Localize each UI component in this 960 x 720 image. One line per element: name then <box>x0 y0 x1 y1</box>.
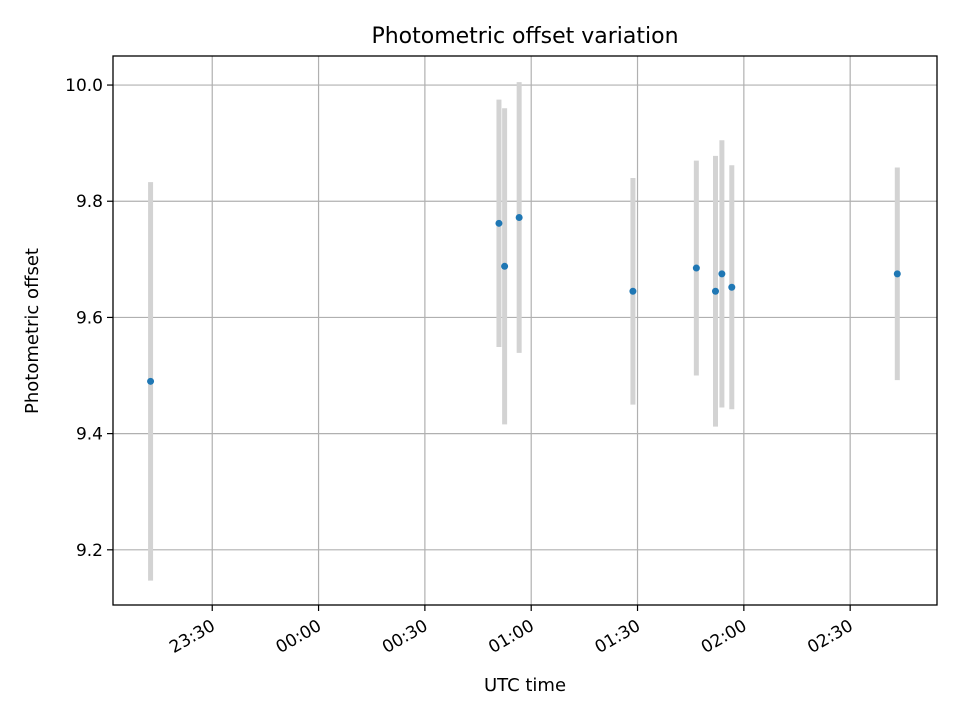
x-tick-label: 01:00 <box>485 616 537 658</box>
data-point <box>718 270 726 278</box>
y-tick-label: 9.8 <box>76 192 103 212</box>
data-point <box>711 287 719 295</box>
y-tick-label: 9.2 <box>76 541 103 561</box>
chart-title: Photometric offset variation <box>371 24 678 49</box>
plot-frame <box>112 55 938 606</box>
data-points <box>147 214 901 385</box>
data-point <box>728 283 736 291</box>
data-point <box>147 377 155 385</box>
errorbars <box>148 82 900 581</box>
data-point <box>692 264 700 272</box>
data-point <box>629 287 637 295</box>
x-tick-label: 23:30 <box>166 616 218 658</box>
x-tick-label: 00:00 <box>273 616 325 658</box>
y-tick-label: 10.0 <box>65 76 103 96</box>
y-tick-label: 9.4 <box>76 425 103 445</box>
x-axis-label: UTC time <box>484 675 566 696</box>
data-point <box>515 214 523 222</box>
grid <box>113 56 937 605</box>
data-point <box>501 262 509 270</box>
x-tick-label: 02:30 <box>804 616 856 658</box>
y-axis-label: Photometric offset <box>22 248 43 414</box>
y-tick-label: 9.6 <box>76 308 103 328</box>
x-axis-ticks: 23:30 00:00 00:30 01:00 01:30 02:00 02:30 <box>166 605 857 658</box>
x-tick-label: 01:30 <box>592 616 644 658</box>
data-point <box>893 270 901 278</box>
y-axis-ticks: 9.2 9.4 9.6 9.8 10.0 <box>65 76 113 561</box>
x-tick-label: 02:00 <box>698 616 750 658</box>
data-point <box>495 219 503 227</box>
x-tick-label: 00:30 <box>379 616 431 658</box>
